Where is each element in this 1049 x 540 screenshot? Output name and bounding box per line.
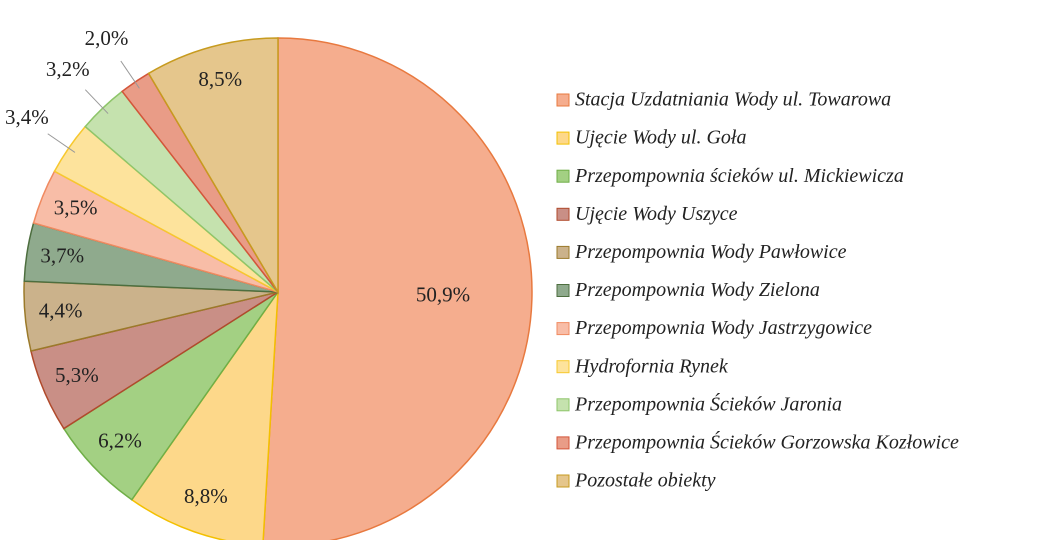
legend-label: Ujęcie Wody Uszyce [575,203,738,225]
legend-label: Pozostałe obiekty [574,470,716,492]
legend-label: Przepompownia Wody Jastrzygowice [574,317,872,339]
data-label: 3,7% [40,243,84,267]
data-label: 5,3% [55,363,99,387]
data-label: 6,2% [98,429,142,453]
legend-swatch [556,245,570,259]
legend-swatch [556,474,570,488]
data-label: 8,8% [184,484,228,508]
data-label: 3,2% [46,57,90,81]
legend-swatch [556,207,570,221]
data-label: 8,5% [198,67,242,91]
leader-line [47,133,76,153]
leader-line [120,60,140,89]
legend-swatch [556,169,570,183]
pie-slice [262,37,533,540]
legend-label: Przepompownia Wody Zielona [574,279,820,301]
legend-label: Ujęcie Wody ul. Goła [575,127,746,149]
legend-label: Przepompownia Ścieków Gorzowska Kozłowic… [574,429,959,453]
leader-line [84,89,109,114]
legend-label: Hydrofornia Rynek [574,355,729,377]
legend-label: Przepompownia ścieków ul. Mickiewicza [574,165,904,187]
legend-swatch [556,322,570,336]
data-label: 4,4% [39,299,83,323]
data-label: 3,5% [54,196,98,220]
data-label: 2,0% [85,26,129,50]
data-label: 50,9% [416,283,470,307]
legend-swatch [556,284,570,297]
legend-swatch [556,360,570,374]
legend-label: Stacja Uzdatniania Wody ul. Towarowa [575,89,891,111]
legend-swatch [556,398,570,412]
data-label: 3,4% [5,105,49,129]
legend-label: Przepompownia Ścieków Jaronia [574,391,842,415]
legend-swatch [556,131,570,145]
legend-label: Przepompownia Wody Pawłowice [574,241,847,263]
pie-slice [147,37,279,295]
legend-swatch [556,436,570,450]
pie-slice [130,289,279,540]
legend-swatch [556,93,570,107]
